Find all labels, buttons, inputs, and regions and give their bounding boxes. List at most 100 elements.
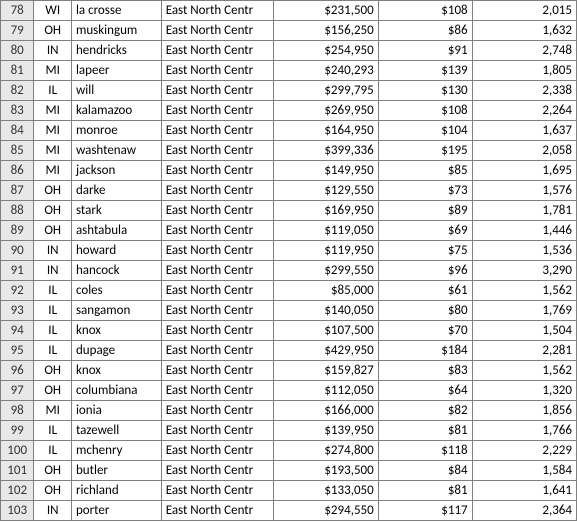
state-cell[interactable]: OH <box>34 481 72 501</box>
row-number-cell[interactable]: 100 <box>1 441 34 461</box>
county-cell[interactable]: tazewell <box>71 421 161 441</box>
table-row[interactable]: 78WIla crosseEast North Centr$231,500$10… <box>1 1 577 21</box>
row-number-cell[interactable]: 93 <box>1 301 34 321</box>
row-number-cell[interactable]: 86 <box>1 161 34 181</box>
value2-cell[interactable]: 2,338 <box>472 81 576 101</box>
value2-cell[interactable]: 1,536 <box>472 241 576 261</box>
value1-cell[interactable]: $85 <box>378 161 472 181</box>
region-cell[interactable]: East North Centr <box>161 21 274 41</box>
row-number-cell[interactable]: 99 <box>1 421 34 441</box>
state-cell[interactable]: OH <box>34 201 72 221</box>
value2-cell[interactable]: 1,632 <box>472 21 576 41</box>
state-cell[interactable]: MI <box>34 101 72 121</box>
value2-cell[interactable]: 1,320 <box>472 381 576 401</box>
state-cell[interactable]: IL <box>34 421 72 441</box>
table-row[interactable]: 102OHrichlandEast North Centr$133,050$81… <box>1 481 577 501</box>
county-cell[interactable]: la crosse <box>71 1 161 21</box>
table-row[interactable]: 87OHdarkeEast North Centr$129,550$731,57… <box>1 181 577 201</box>
county-cell[interactable]: sangamon <box>71 301 161 321</box>
table-row[interactable]: 95ILdupageEast North Centr$429,950$1842,… <box>1 341 577 361</box>
table-row[interactable]: 101OHbutlerEast North Centr$193,500$841,… <box>1 461 577 481</box>
state-cell[interactable]: MI <box>34 161 72 181</box>
value2-cell[interactable]: 1,562 <box>472 361 576 381</box>
table-row[interactable]: 97OHcolumbianaEast North Centr$112,050$6… <box>1 381 577 401</box>
value2-cell[interactable]: 1,637 <box>472 121 576 141</box>
value1-cell[interactable]: $96 <box>378 261 472 281</box>
state-cell[interactable]: MI <box>34 61 72 81</box>
region-cell[interactable]: East North Centr <box>161 421 274 441</box>
price-cell[interactable]: $159,827 <box>274 361 378 381</box>
value1-cell[interactable]: $91 <box>378 41 472 61</box>
value1-cell[interactable]: $184 <box>378 341 472 361</box>
county-cell[interactable]: knox <box>71 321 161 341</box>
table-row[interactable]: 83MIkalamazooEast North Centr$269,950$10… <box>1 101 577 121</box>
value2-cell[interactable]: 1,446 <box>472 221 576 241</box>
region-cell[interactable]: East North Centr <box>161 321 274 341</box>
price-cell[interactable]: $156,250 <box>274 21 378 41</box>
value1-cell[interactable]: $130 <box>378 81 472 101</box>
state-cell[interactable]: MI <box>34 401 72 421</box>
value1-cell[interactable]: $104 <box>378 121 472 141</box>
state-cell[interactable]: OH <box>34 381 72 401</box>
table-row[interactable]: 98MIioniaEast North Centr$166,000$821,85… <box>1 401 577 421</box>
value2-cell[interactable]: 2,364 <box>472 501 576 521</box>
region-cell[interactable]: East North Centr <box>161 501 274 521</box>
price-cell[interactable]: $133,050 <box>274 481 378 501</box>
county-cell[interactable]: mchenry <box>71 441 161 461</box>
county-cell[interactable]: howard <box>71 241 161 261</box>
row-number-cell[interactable]: 80 <box>1 41 34 61</box>
price-cell[interactable]: $429,950 <box>274 341 378 361</box>
table-row[interactable]: 103INporterEast North Centr$294,550$1172… <box>1 501 577 521</box>
value1-cell[interactable]: $81 <box>378 481 472 501</box>
value1-cell[interactable]: $73 <box>378 181 472 201</box>
state-cell[interactable]: IN <box>34 241 72 261</box>
region-cell[interactable]: East North Centr <box>161 241 274 261</box>
price-cell[interactable]: $399,336 <box>274 141 378 161</box>
value1-cell[interactable]: $61 <box>378 281 472 301</box>
row-number-cell[interactable]: 102 <box>1 481 34 501</box>
row-number-cell[interactable]: 87 <box>1 181 34 201</box>
region-cell[interactable]: East North Centr <box>161 1 274 21</box>
state-cell[interactable]: IL <box>34 301 72 321</box>
state-cell[interactable]: IN <box>34 261 72 281</box>
price-cell[interactable]: $274,800 <box>274 441 378 461</box>
state-cell[interactable]: WI <box>34 1 72 21</box>
value1-cell[interactable]: $139 <box>378 61 472 81</box>
value2-cell[interactable]: 2,264 <box>472 101 576 121</box>
row-number-cell[interactable]: 81 <box>1 61 34 81</box>
region-cell[interactable]: East North Centr <box>161 381 274 401</box>
table-row[interactable]: 91INhancockEast North Centr$299,550$963,… <box>1 261 577 281</box>
value1-cell[interactable]: $108 <box>378 101 472 121</box>
value1-cell[interactable]: $117 <box>378 501 472 521</box>
county-cell[interactable]: columbiana <box>71 381 161 401</box>
table-row[interactable]: 89OHashtabulaEast North Centr$119,050$69… <box>1 221 577 241</box>
row-number-cell[interactable]: 95 <box>1 341 34 361</box>
value1-cell[interactable]: $80 <box>378 301 472 321</box>
state-cell[interactable]: IN <box>34 501 72 521</box>
county-cell[interactable]: will <box>71 81 161 101</box>
table-row[interactable]: 85MIwashtenawEast North Centr$399,336$19… <box>1 141 577 161</box>
region-cell[interactable]: East North Centr <box>161 361 274 381</box>
value2-cell[interactable]: 2,748 <box>472 41 576 61</box>
county-cell[interactable]: washtenaw <box>71 141 161 161</box>
county-cell[interactable]: ashtabula <box>71 221 161 241</box>
row-number-cell[interactable]: 101 <box>1 461 34 481</box>
value1-cell[interactable]: $75 <box>378 241 472 261</box>
price-cell[interactable]: $169,950 <box>274 201 378 221</box>
county-cell[interactable]: darke <box>71 181 161 201</box>
price-cell[interactable]: $231,500 <box>274 1 378 21</box>
state-cell[interactable]: MI <box>34 141 72 161</box>
table-row[interactable]: 80INhendricksEast North Centr$254,950$91… <box>1 41 577 61</box>
state-cell[interactable]: OH <box>34 21 72 41</box>
state-cell[interactable]: IL <box>34 281 72 301</box>
value2-cell[interactable]: 1,766 <box>472 421 576 441</box>
price-cell[interactable]: $139,950 <box>274 421 378 441</box>
table-row[interactable]: 88OHstarkEast North Centr$169,950$891,78… <box>1 201 577 221</box>
value2-cell[interactable]: 1,504 <box>472 321 576 341</box>
value2-cell[interactable]: 1,584 <box>472 461 576 481</box>
row-number-cell[interactable]: 91 <box>1 261 34 281</box>
value2-cell[interactable]: 2,015 <box>472 1 576 21</box>
row-number-cell[interactable]: 103 <box>1 501 34 521</box>
price-cell[interactable]: $107,500 <box>274 321 378 341</box>
row-number-cell[interactable]: 98 <box>1 401 34 421</box>
